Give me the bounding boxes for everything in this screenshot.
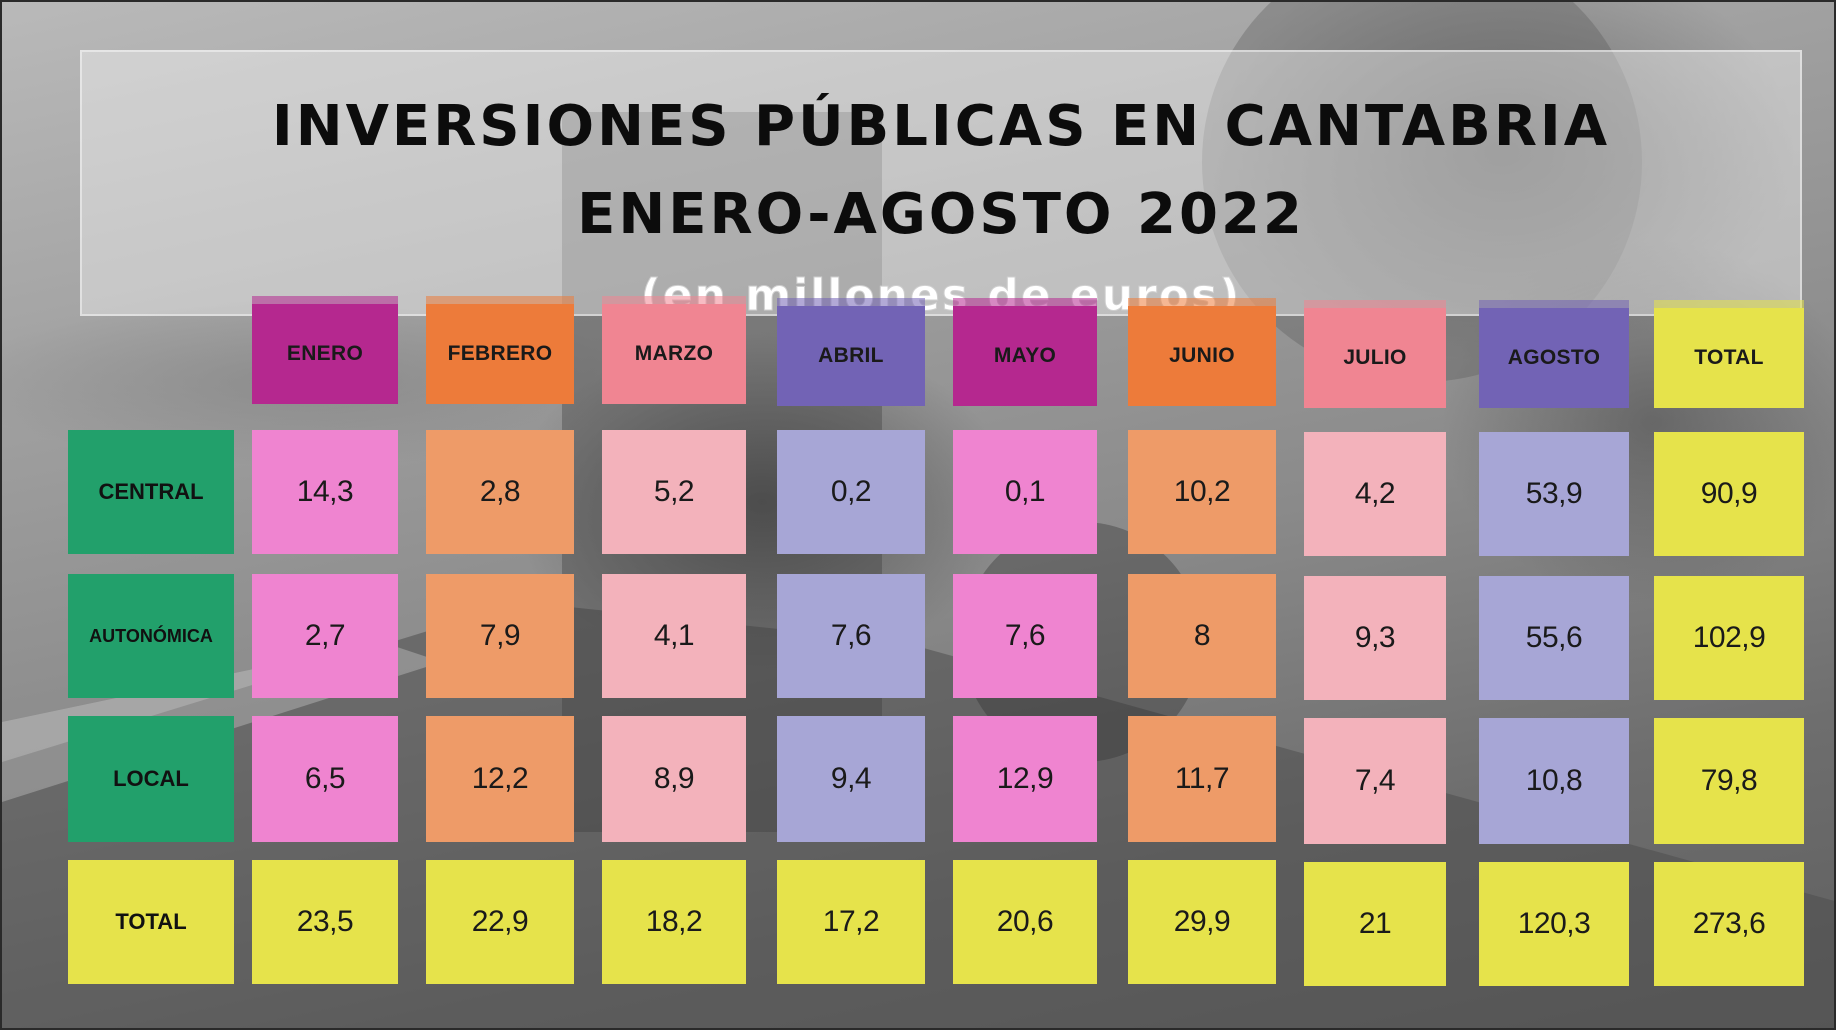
value-cell: 2,7: [252, 574, 398, 698]
value-cell: 273,6: [1654, 862, 1804, 986]
title-panel: INVERSIONES PÚBLICAS EN CANTABRIA ENERO-…: [80, 50, 1802, 322]
value-cell: 53,9: [1479, 432, 1629, 556]
value-cell: 5,2: [602, 430, 746, 554]
value-cell: 79,8: [1654, 718, 1804, 844]
value-cell: 21: [1304, 862, 1446, 986]
value-cell: 10,2: [1128, 430, 1276, 554]
tree-canopy: [1202, 2, 1642, 382]
value-cell: 4,2: [1304, 432, 1446, 556]
value-cell: 11,7: [1128, 716, 1276, 842]
value-cell: 0,1: [953, 430, 1097, 554]
row-label-central: CENTRAL: [68, 430, 234, 554]
column-header-febrero: FEBRERO: [426, 296, 574, 404]
column-header-marzo: MARZO: [602, 296, 746, 404]
chart-title: INVERSIONES PÚBLICAS EN CANTABRIA: [271, 94, 1611, 159]
value-cell: 12,2: [426, 716, 574, 842]
value-cell: 10,8: [1479, 718, 1629, 844]
column-header-junio: JUNIO: [1128, 298, 1276, 406]
column-header-total: TOTAL: [1654, 300, 1804, 408]
row-label-autonomica: AUTONÓMICA: [68, 574, 234, 698]
value-cell: 6,5: [252, 716, 398, 842]
value-cell: 7,9: [426, 574, 574, 698]
value-cell: 12,9: [953, 716, 1097, 842]
value-cell: 17,2: [777, 860, 925, 984]
value-cell: 55,6: [1479, 576, 1629, 700]
value-cell: 7,6: [777, 574, 925, 698]
column-header-enero: ENERO: [252, 296, 398, 404]
value-cell: 9,4: [777, 716, 925, 842]
column-header-mayo: MAYO: [953, 298, 1097, 406]
row-label-local: LOCAL: [68, 716, 234, 842]
value-cell: 9,3: [1304, 576, 1446, 700]
value-cell: 8,9: [602, 716, 746, 842]
row-label-total: TOTAL: [68, 860, 234, 984]
value-cell: 7,6: [953, 574, 1097, 698]
value-cell: 102,9: [1654, 576, 1804, 700]
value-cell: 23,5: [252, 860, 398, 984]
value-cell: 14,3: [252, 430, 398, 554]
value-cell: 7,4: [1304, 718, 1446, 844]
column-header-julio: JULIO: [1304, 300, 1446, 408]
value-cell: 22,9: [426, 860, 574, 984]
value-cell: 20,6: [953, 860, 1097, 984]
chart-subtitle: ENERO-AGOSTO 2022: [577, 182, 1305, 247]
value-cell: 18,2: [602, 860, 746, 984]
value-cell: 4,1: [602, 574, 746, 698]
value-cell: 120,3: [1479, 862, 1629, 986]
column-header-abril: ABRIL: [777, 298, 925, 406]
value-cell: 90,9: [1654, 432, 1804, 556]
value-cell: 0,2: [777, 430, 925, 554]
value-cell: 2,8: [426, 430, 574, 554]
value-cell: 29,9: [1128, 860, 1276, 984]
value-cell: 8: [1128, 574, 1276, 698]
column-header-agosto: AGOSTO: [1479, 300, 1629, 408]
